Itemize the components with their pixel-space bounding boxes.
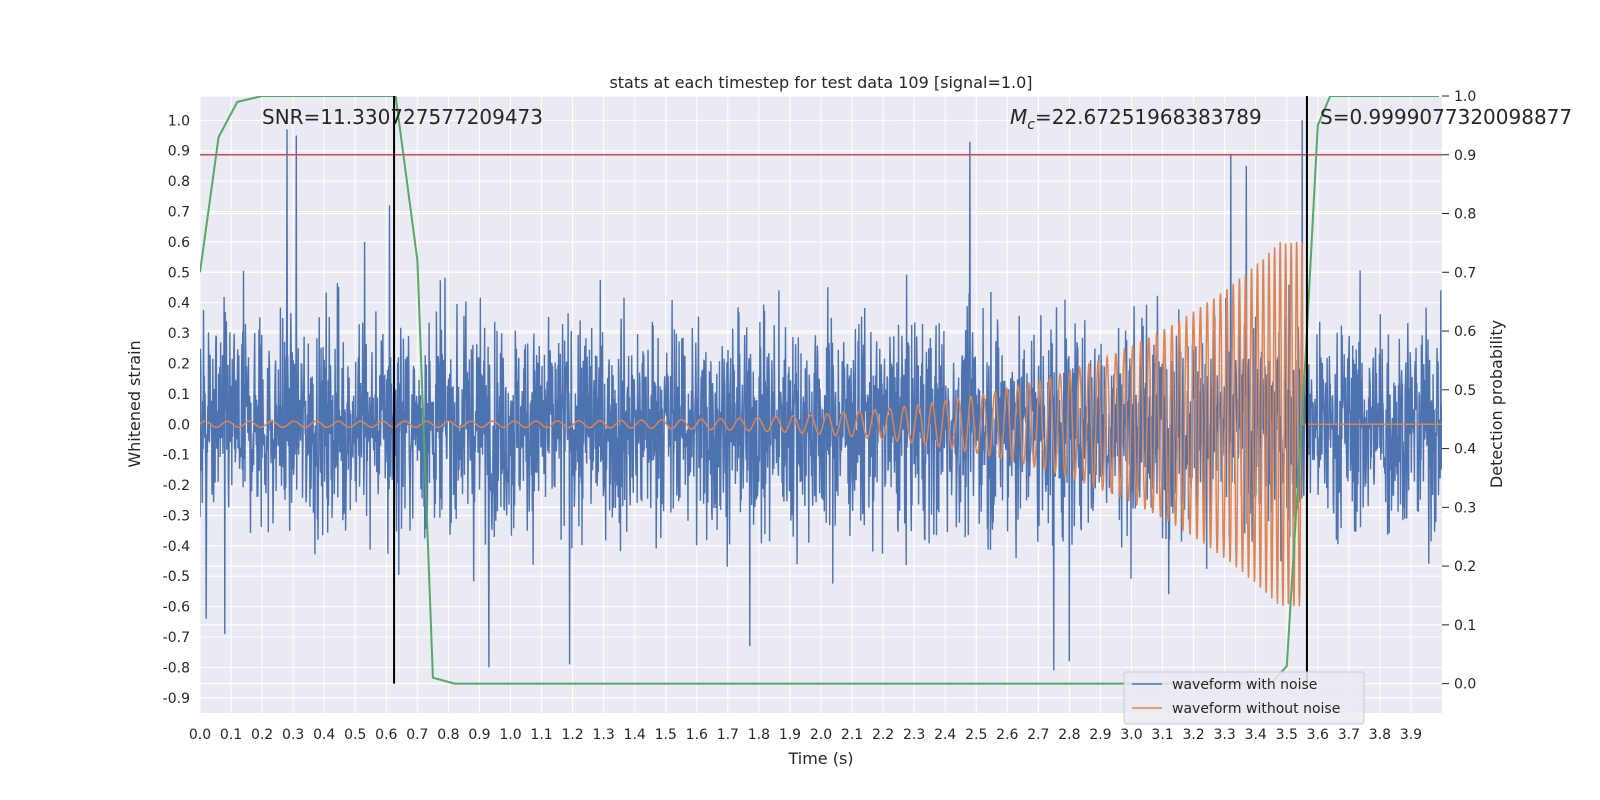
x-tick-label: 0.4 <box>313 727 335 743</box>
legend-box <box>1123 671 1365 725</box>
right-y-tick-label: 0.1 <box>1454 618 1476 634</box>
y-tick-label: -0.9 <box>163 691 190 707</box>
x-tick-label: 1.6 <box>686 727 708 743</box>
y-tick-label: 1.0 <box>168 113 190 129</box>
x-tick-label: 2.7 <box>1027 727 1049 743</box>
x-tick-label: 1.2 <box>561 727 583 743</box>
x-tick-label: 0.0 <box>189 727 211 743</box>
x-tick-label: 2.2 <box>872 727 894 743</box>
x-tick-label: 2.6 <box>996 727 1018 743</box>
x-tick-label: 1.4 <box>624 727 646 743</box>
y-tick-label: -0.6 <box>163 600 190 616</box>
y-tick-label: -0.5 <box>163 569 190 585</box>
x-tick-label: 3.7 <box>1338 727 1360 743</box>
s-annotation: S=0.9999077320098877 <box>1320 105 1572 129</box>
y-tick-label: 0.8 <box>168 174 190 190</box>
x-tick-label: 1.3 <box>593 727 615 743</box>
y-tick-label: -0.4 <box>163 539 190 555</box>
x-tick-label: 3.2 <box>1182 727 1204 743</box>
x-tick-label: 2.4 <box>934 727 956 743</box>
x-tick-label: 3.1 <box>1151 727 1173 743</box>
right-y-tick-label: 0.4 <box>1454 442 1476 458</box>
right-y-tick-label: 0.3 <box>1454 500 1476 516</box>
x-tick-label: 3.6 <box>1307 727 1329 743</box>
x-tick-label: 0.9 <box>468 727 490 743</box>
chirp-mass-value: =22.67251968383789 <box>1035 105 1262 129</box>
x-tick-label: 0.7 <box>406 727 428 743</box>
y-tick-label: 0.4 <box>168 296 190 312</box>
x-tick-labels: 0.0 0.1 0.2 0.3 0.4 0.5 0.6 0.7 0.8 0.9 1.0 1.1 1.2 1… <box>189 727 1422 743</box>
x-tick-label: 0.8 <box>437 727 459 743</box>
x-tick-label: 1.1 <box>530 727 552 743</box>
legend-label-noise: waveform with noise <box>1172 677 1317 693</box>
x-tick-label: 0.5 <box>344 727 366 743</box>
x-tick-label: 2.9 <box>1089 727 1111 743</box>
x-tick-label: 3.0 <box>1120 727 1142 743</box>
y-tick-label: 0.2 <box>168 356 190 372</box>
y-tick-label: 0.9 <box>168 144 190 160</box>
y-tick-label: 0.3 <box>168 326 190 342</box>
right-y-tick-labels: 1.0 0.9 0.8 0.7 0.6 0.5 0.4 0.3 0.2 0.1 0.0 <box>1442 89 1476 693</box>
y-tick-label: -0.1 <box>163 448 190 464</box>
chirp-mass-annotation: Mc=22.67251968383789 <box>1010 105 1262 133</box>
right-y-tick-label: 0.6 <box>1454 324 1476 340</box>
right-y-tick-label: 0.7 <box>1454 265 1476 281</box>
right-y-axis-label: Detection probability <box>1487 320 1506 488</box>
x-tick-label: 2.0 <box>810 727 832 743</box>
series-waveform-without-noise <box>200 241 1442 607</box>
right-y-tick-label: 0.5 <box>1454 383 1476 399</box>
x-tick-label: 2.5 <box>965 727 987 743</box>
x-tick-label: 3.8 <box>1369 727 1391 743</box>
y-tick-label: -0.8 <box>163 660 190 676</box>
y-tick-label: -0.2 <box>163 478 190 494</box>
chart-title: stats at each timestep for test data 109… <box>609 73 1032 92</box>
chirp-mass-symbol: M <box>1010 105 1027 129</box>
x-tick-label: 1.0 <box>499 727 521 743</box>
right-y-tick-label: 0.2 <box>1454 559 1476 575</box>
x-tick-label: 1.8 <box>748 727 770 743</box>
x-tick-label: 3.3 <box>1214 727 1236 743</box>
chirp-mass-subscript: c <box>1027 117 1035 133</box>
x-tick-label: 1.7 <box>717 727 739 743</box>
y-tick-label: 0.0 <box>168 417 190 433</box>
x-tick-label: 0.3 <box>282 727 304 743</box>
y-tick-label: 0.5 <box>168 265 190 281</box>
legend-label-clean: waveform without noise <box>1172 701 1340 717</box>
x-tick-label: 3.5 <box>1276 727 1298 743</box>
x-tick-label: 2.1 <box>841 727 863 743</box>
y-tick-label: -0.7 <box>163 630 190 646</box>
x-tick-label: 0.6 <box>375 727 397 743</box>
y-tick-label: -0.3 <box>163 508 190 524</box>
x-tick-label: 1.9 <box>779 727 801 743</box>
right-y-tick-label: 0.9 <box>1454 148 1476 164</box>
right-y-tick-label: 0.8 <box>1454 207 1476 223</box>
y-axis-label: Whitened strain <box>125 340 144 467</box>
x-tick-label: 2.8 <box>1058 727 1080 743</box>
y-tick-label: 0.6 <box>168 235 190 251</box>
x-tick-label: 0.1 <box>220 727 242 743</box>
x-tick-label: 1.5 <box>655 727 677 743</box>
right-y-tick-label: 1.0 <box>1454 89 1476 105</box>
x-tick-label: 3.9 <box>1400 727 1422 743</box>
x-tick-label: 0.2 <box>251 727 273 743</box>
x-tick-label: 2.3 <box>903 727 925 743</box>
legend: waveform with noise waveform without noi… <box>1123 671 1365 725</box>
right-y-tick-label: 0.0 <box>1454 677 1476 693</box>
y-tick-label: 0.7 <box>168 204 190 220</box>
y-tick-labels: 1.0 0.9 0.8 0.7 0.6 0.5 0.4 0.3 0.2 0.1 0.0 -0.1 -0.… <box>163 113 190 706</box>
series-detection-probability <box>200 96 1439 685</box>
x-tick-label: 3.4 <box>1245 727 1267 743</box>
snr-annotation: SNR=11.330727577209473 <box>262 105 543 129</box>
x-axis-label: Time (s) <box>787 749 853 768</box>
y-tick-label: 0.1 <box>168 387 190 403</box>
